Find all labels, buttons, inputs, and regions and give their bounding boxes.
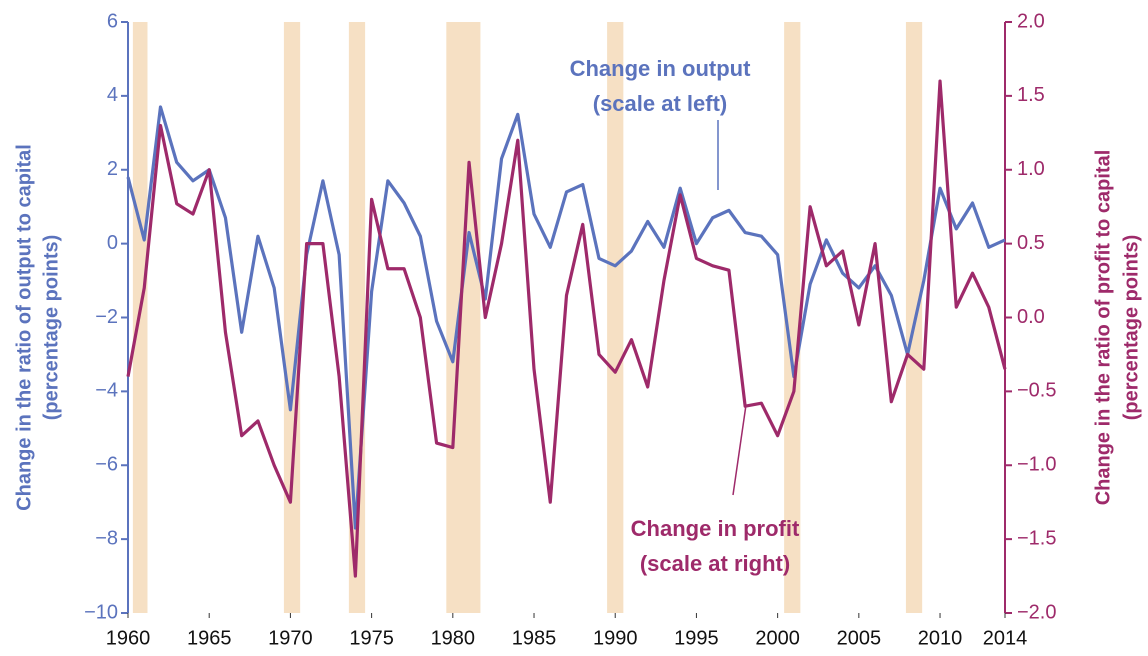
x-tick-label: 1965 <box>187 627 232 649</box>
y-tick-label: −6 <box>95 454 118 476</box>
y2-tick-label: 1.0 <box>1017 158 1045 180</box>
x-tick-label: 1975 <box>349 627 394 649</box>
y2-axis-title: Change in the ratio of profit to capital <box>1092 150 1114 506</box>
y2-tick-label: 0.5 <box>1017 232 1045 254</box>
y2-axis-title: (percentage points) <box>1120 235 1142 421</box>
y-tick-label: 2 <box>107 158 118 180</box>
y-tick-label: −2 <box>95 306 118 328</box>
shaded-period <box>446 22 481 613</box>
series-line <box>126 79 1007 578</box>
shaded-period <box>283 22 301 613</box>
y2-tick-label: −0.5 <box>1017 380 1056 402</box>
x-tick-label: 2005 <box>837 627 882 649</box>
y-axis-title: Change in the ratio of output to capital <box>13 144 35 511</box>
annotation: (scale at right) <box>640 551 790 576</box>
leader-line <box>732 404 747 496</box>
x-tick-label: 1995 <box>674 627 719 649</box>
y2-tick-label: 1.5 <box>1017 84 1045 106</box>
y-tick-label: −4 <box>95 380 118 402</box>
annotation: Change in output <box>570 56 752 81</box>
x-tick-label: 2010 <box>918 627 963 649</box>
y2-tick-label: 2.0 <box>1017 10 1045 32</box>
y-axis-title: (percentage points) <box>40 235 62 421</box>
y-tick-label: −10 <box>84 601 118 623</box>
y-tick-label: −8 <box>95 527 118 549</box>
y2-tick-label: 0.0 <box>1017 306 1045 328</box>
x-tick-label: 1980 <box>431 627 476 649</box>
x-tick-label: 1960 <box>106 627 151 649</box>
y-tick-label: 6 <box>107 10 118 32</box>
annotation: Change in profit <box>631 516 800 541</box>
annotation: (scale at left) <box>593 91 728 116</box>
x-tick-label: 1985 <box>512 627 557 649</box>
x-tick-label: 1990 <box>593 627 638 649</box>
y-tick-label: 4 <box>107 84 118 106</box>
x-tick-label: 2014 <box>983 627 1028 649</box>
y-tick-label: 0 <box>107 232 118 254</box>
x-tick-label: 2000 <box>755 627 800 649</box>
shaded-period <box>607 22 624 613</box>
y2-tick-label: −2.0 <box>1017 601 1056 623</box>
x-tick-label: 1970 <box>268 627 313 649</box>
series-line <box>126 105 1006 530</box>
y2-tick-label: −1.5 <box>1017 527 1056 549</box>
shaded-period <box>784 22 801 613</box>
y2-tick-label: −1.0 <box>1017 454 1056 476</box>
